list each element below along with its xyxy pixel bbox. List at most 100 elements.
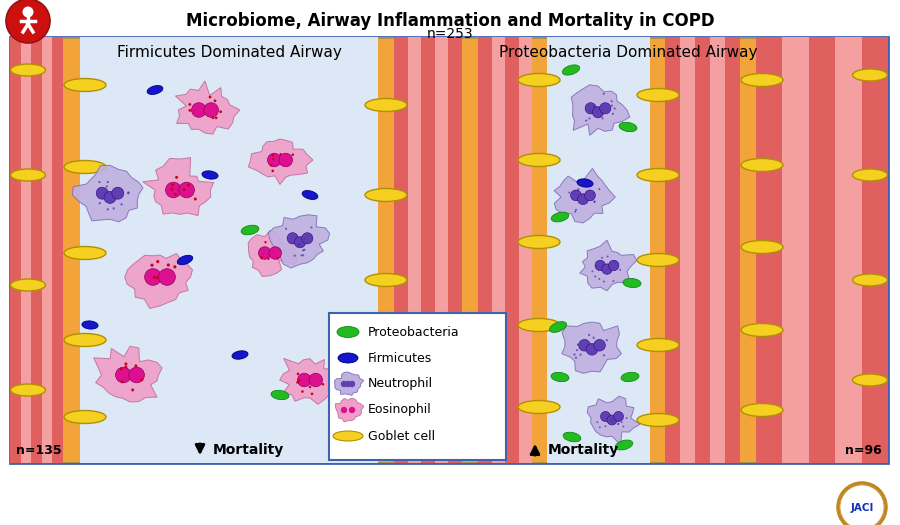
Circle shape: [571, 190, 581, 201]
Circle shape: [204, 103, 219, 117]
Circle shape: [619, 269, 621, 271]
Circle shape: [349, 381, 356, 387]
Circle shape: [302, 233, 313, 244]
Bar: [756, 37, 782, 463]
Circle shape: [279, 153, 282, 155]
Text: n=135: n=135: [16, 444, 61, 457]
Ellipse shape: [518, 153, 560, 166]
Ellipse shape: [563, 432, 580, 442]
Circle shape: [603, 354, 605, 356]
Circle shape: [574, 211, 576, 213]
Circle shape: [106, 181, 109, 183]
Polygon shape: [143, 158, 213, 216]
Circle shape: [112, 187, 124, 199]
Text: Goblet cell: Goblet cell: [368, 429, 435, 443]
Ellipse shape: [177, 255, 193, 265]
Circle shape: [610, 419, 612, 421]
Circle shape: [603, 280, 605, 282]
Bar: [650, 37, 665, 463]
Bar: [10, 37, 888, 463]
Circle shape: [173, 265, 176, 268]
Polygon shape: [94, 346, 162, 402]
Circle shape: [585, 190, 596, 201]
Circle shape: [213, 99, 216, 102]
Bar: [532, 37, 547, 463]
Ellipse shape: [232, 351, 248, 359]
Circle shape: [595, 265, 598, 267]
Ellipse shape: [518, 236, 560, 248]
Circle shape: [621, 421, 623, 423]
Polygon shape: [248, 230, 298, 277]
Ellipse shape: [623, 278, 641, 288]
Circle shape: [605, 425, 607, 427]
Circle shape: [302, 390, 304, 393]
Circle shape: [260, 256, 263, 258]
Circle shape: [127, 192, 130, 194]
Circle shape: [179, 182, 194, 198]
Circle shape: [589, 109, 590, 111]
Circle shape: [612, 422, 614, 424]
Bar: [32, 37, 41, 463]
Bar: [10, 37, 21, 463]
Circle shape: [129, 367, 144, 383]
Circle shape: [614, 412, 624, 422]
Bar: [725, 37, 740, 463]
Polygon shape: [335, 372, 364, 395]
Circle shape: [595, 260, 606, 271]
Ellipse shape: [271, 391, 289, 400]
Circle shape: [215, 117, 218, 119]
Bar: [52, 37, 63, 463]
Ellipse shape: [621, 372, 639, 382]
Circle shape: [623, 426, 625, 427]
Circle shape: [192, 103, 206, 117]
Circle shape: [294, 237, 306, 248]
Circle shape: [112, 207, 115, 209]
Circle shape: [579, 340, 590, 351]
Bar: [448, 37, 462, 463]
Text: Microbiome, Airway Inflammation and Mortality in COPD: Microbiome, Airway Inflammation and Mort…: [185, 12, 715, 30]
Bar: [41, 37, 52, 463]
Ellipse shape: [619, 122, 637, 132]
Bar: [740, 37, 756, 463]
Polygon shape: [336, 398, 364, 422]
Polygon shape: [72, 165, 143, 222]
Circle shape: [120, 368, 122, 371]
Polygon shape: [554, 169, 616, 223]
Ellipse shape: [82, 321, 98, 329]
Text: Proteobacteria: Proteobacteria: [368, 326, 460, 339]
Bar: [63, 37, 80, 463]
Circle shape: [302, 254, 304, 256]
Circle shape: [601, 257, 603, 259]
Circle shape: [349, 407, 356, 413]
Circle shape: [593, 201, 596, 203]
Bar: [394, 37, 408, 463]
Circle shape: [124, 365, 128, 369]
Circle shape: [269, 247, 282, 259]
Circle shape: [601, 117, 604, 119]
Ellipse shape: [741, 159, 783, 172]
Circle shape: [131, 388, 134, 392]
Bar: [505, 37, 518, 463]
Circle shape: [614, 261, 616, 263]
Bar: [378, 37, 394, 463]
Ellipse shape: [637, 414, 679, 426]
Circle shape: [188, 103, 191, 106]
Polygon shape: [248, 139, 313, 184]
Circle shape: [578, 188, 580, 191]
Circle shape: [287, 233, 298, 244]
Circle shape: [272, 170, 274, 172]
Bar: [782, 37, 809, 463]
Circle shape: [593, 201, 596, 203]
Ellipse shape: [202, 171, 218, 179]
Ellipse shape: [365, 188, 407, 202]
Circle shape: [188, 109, 192, 112]
Ellipse shape: [365, 363, 407, 376]
Circle shape: [586, 343, 598, 355]
Circle shape: [577, 343, 579, 345]
Circle shape: [127, 192, 130, 194]
Circle shape: [293, 255, 296, 257]
Circle shape: [598, 426, 601, 428]
Circle shape: [608, 260, 619, 271]
Circle shape: [121, 380, 123, 383]
Circle shape: [298, 379, 301, 382]
